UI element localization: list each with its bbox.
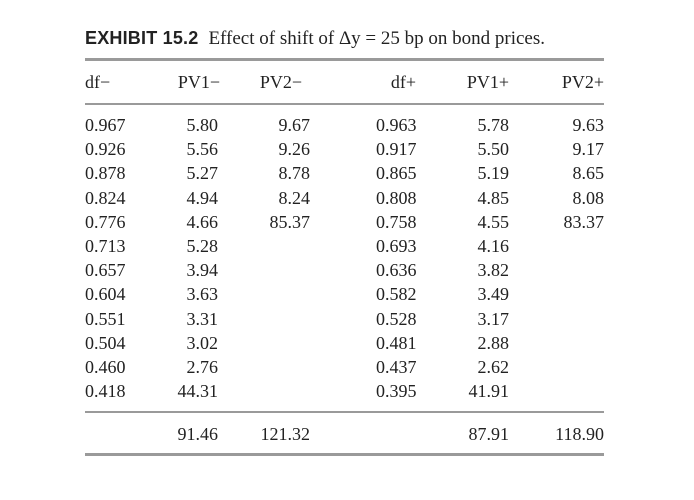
header-df-plus: df+ bbox=[390, 72, 416, 92]
cell-df-plus: 0.481 bbox=[376, 333, 417, 353]
cell-pv1-plus: 4.16 bbox=[477, 236, 510, 256]
cell-pv2-minus: 85.37 bbox=[269, 212, 311, 232]
cell-pv1-plus: 2.62 bbox=[477, 357, 510, 377]
cell-pv1-minus: 4.66 bbox=[186, 212, 219, 232]
cell-df-plus: 0.636 bbox=[376, 260, 417, 280]
cell-df-plus: 0.437 bbox=[376, 357, 417, 377]
cell-df-minus: 0.657 bbox=[85, 260, 126, 280]
cell-pv1-minus: 3.94 bbox=[186, 260, 219, 280]
cell-pv2-minus: 9.26 bbox=[278, 139, 311, 159]
cell-df-minus: 0.551 bbox=[85, 309, 126, 329]
cell-pv1-plus: 4.55 bbox=[477, 212, 510, 232]
cell-df-plus: 0.808 bbox=[376, 188, 417, 208]
cell-pv2-plus: 8.08 bbox=[572, 188, 605, 208]
cell-df-minus: 0.926 bbox=[85, 139, 126, 159]
cell-pv1-plus: 3.17 bbox=[477, 309, 510, 329]
cell-df-minus: 0.878 bbox=[85, 163, 126, 183]
totals-rule bbox=[85, 411, 604, 413]
cell-df-plus: 0.582 bbox=[376, 284, 417, 304]
header-pv2-minus: PV2− bbox=[259, 72, 302, 92]
cell-df-minus: 0.776 bbox=[85, 212, 126, 232]
cell-pv1-plus: 2.88 bbox=[477, 333, 510, 353]
cell-pv1-minus: 2.76 bbox=[186, 357, 219, 377]
header-df-minus: df− bbox=[85, 72, 111, 92]
cell-pv1-plus: 5.50 bbox=[477, 139, 510, 159]
cell-df-minus: 0.460 bbox=[85, 357, 126, 377]
cell-df-plus: 0.917 bbox=[376, 139, 417, 159]
header-pv1-plus: PV1+ bbox=[466, 72, 509, 92]
cell-df-plus: 0.758 bbox=[376, 212, 417, 232]
cell-df-minus: 0.824 bbox=[85, 188, 126, 208]
total-pv2-plus: 118.90 bbox=[555, 424, 604, 444]
cell-df-minus: 0.713 bbox=[85, 236, 126, 256]
cell-pv1-minus: 5.80 bbox=[186, 115, 219, 135]
header-rule bbox=[85, 103, 604, 105]
header-pv2-plus: PV2+ bbox=[561, 72, 604, 92]
exhibit-title: Effect of shift of Δy = 25 bp on bond pr… bbox=[208, 28, 545, 49]
cell-pv2-minus: 9.67 bbox=[278, 115, 311, 135]
exhibit-caption: EXHIBIT 15.2 Effect of shift of Δy = 25 b… bbox=[85, 28, 545, 50]
cell-pv1-plus: 4.85 bbox=[477, 188, 510, 208]
cell-pv2-minus: 8.78 bbox=[278, 163, 311, 183]
cell-pv2-plus: 8.65 bbox=[572, 163, 605, 183]
cell-df-minus: 0.604 bbox=[85, 284, 126, 304]
cell-df-plus: 0.395 bbox=[376, 381, 417, 401]
bottom-rule bbox=[85, 453, 604, 456]
cell-pv1-plus: 3.49 bbox=[477, 284, 510, 304]
cell-pv2-plus: 9.17 bbox=[572, 139, 605, 159]
cell-pv1-minus: 5.28 bbox=[186, 236, 219, 256]
total-pv1-plus: 87.91 bbox=[468, 424, 510, 444]
cell-pv1-plus: 3.82 bbox=[477, 260, 510, 280]
cell-pv1-plus: 5.19 bbox=[477, 163, 510, 183]
cell-pv2-plus: 83.37 bbox=[563, 212, 605, 232]
cell-df-minus: 0.418 bbox=[85, 381, 126, 401]
total-pv2-minus: 121.32 bbox=[260, 424, 311, 444]
cell-pv1-minus: 5.56 bbox=[186, 139, 219, 159]
cell-pv1-plus: 5.78 bbox=[477, 115, 510, 135]
cell-pv1-minus: 5.27 bbox=[186, 163, 219, 183]
exhibit-label: EXHIBIT 15.2 bbox=[85, 28, 199, 48]
cell-pv1-minus: 3.63 bbox=[186, 284, 219, 304]
total-pv1-minus: 91.46 bbox=[177, 424, 219, 444]
top-rule bbox=[85, 58, 604, 61]
cell-pv1-minus: 4.94 bbox=[186, 188, 219, 208]
cell-pv1-plus: 41.91 bbox=[468, 381, 510, 401]
cell-df-plus: 0.693 bbox=[376, 236, 417, 256]
header-pv1-minus: PV1− bbox=[177, 72, 220, 92]
cell-pv1-minus: 3.02 bbox=[186, 333, 219, 353]
cell-pv2-plus: 9.63 bbox=[572, 115, 605, 135]
cell-pv1-minus: 44.31 bbox=[177, 381, 219, 401]
cell-pv1-minus: 3.31 bbox=[186, 309, 219, 329]
cell-pv2-minus: 8.24 bbox=[278, 188, 311, 208]
cell-df-plus: 0.865 bbox=[376, 163, 417, 183]
cell-df-minus: 0.967 bbox=[85, 115, 126, 135]
cell-df-plus: 0.963 bbox=[376, 115, 417, 135]
cell-df-minus: 0.504 bbox=[85, 333, 126, 353]
cell-df-plus: 0.528 bbox=[376, 309, 417, 329]
